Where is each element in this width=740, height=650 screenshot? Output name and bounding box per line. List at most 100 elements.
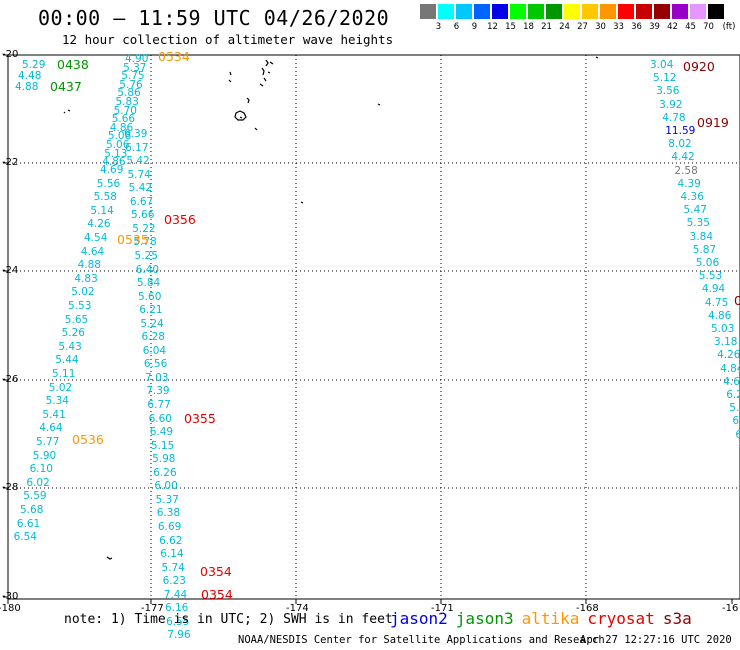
swh-value: 5.15 xyxy=(150,439,175,452)
swh-value: 5.06 xyxy=(695,257,720,269)
swh-value: 5.22 xyxy=(132,222,156,235)
swh-value: 5.03 xyxy=(711,323,735,335)
swh-value: 6.04 xyxy=(142,344,167,357)
swh-value: 6.38 xyxy=(156,507,181,520)
swh-value: 5.43 xyxy=(58,340,82,353)
credit-line: NOAA/NESDIS Center for Satellite Applica… xyxy=(238,634,605,646)
swh-value: 5.70 xyxy=(113,104,137,117)
swh-value: 5.24 xyxy=(140,317,164,330)
color-scale-label: 12 xyxy=(487,22,498,32)
swh-value: 4.26 xyxy=(717,349,740,362)
swh-value: 6.60 xyxy=(148,412,172,425)
color-swatch xyxy=(456,4,473,19)
swh-value: 6.17 xyxy=(125,141,149,154)
swh-value: 6.49 xyxy=(149,426,174,439)
swh-value: 5.90 xyxy=(32,449,57,462)
swh-value: 6.4 xyxy=(735,428,740,441)
map-subtitle: 12 hour collection of altimeter wave hei… xyxy=(62,32,394,47)
longitude-tick-label: -16 xyxy=(722,603,739,614)
swh-value: 4.84 xyxy=(720,362,740,375)
swh-value: 5.25 xyxy=(134,249,158,262)
swh-value: 5.86 xyxy=(117,87,141,100)
swh-value: 4.48 xyxy=(18,70,42,82)
swh-value: 6.61 xyxy=(16,517,41,530)
color-scale-label: 18 xyxy=(523,22,534,32)
swh-value: 4.69 xyxy=(100,164,124,176)
color-scale-label: 24 xyxy=(559,22,570,32)
swh-value: 6.10 xyxy=(29,463,53,476)
swh-value: 5.08 xyxy=(107,130,132,143)
island-outline xyxy=(228,71,232,83)
swh-value: 4.83 xyxy=(74,272,98,285)
color-swatch xyxy=(708,4,725,19)
color-swatch xyxy=(672,4,689,19)
legend-cryosat: cryosat xyxy=(587,609,655,628)
swh-value: 4.86 xyxy=(109,121,134,134)
swh-value: 6.2 xyxy=(732,415,740,428)
latitude-tick-label: -24 xyxy=(2,265,19,276)
longitude-tick-label: -180 xyxy=(0,603,21,614)
color-scale-label: 70 xyxy=(703,22,714,32)
legend-jason2: jason2 xyxy=(390,609,448,628)
swh-value: 5.12 xyxy=(653,72,677,85)
swh-value: 6.28 xyxy=(141,331,165,344)
swh-value: 4.88 xyxy=(15,81,39,93)
swh-value: 5.76 xyxy=(119,78,143,91)
swh-value: 4.42 xyxy=(671,151,695,164)
satellite-legend: jason2 jason3 altika cryosat s3a xyxy=(390,609,700,628)
swh-value: 4.64 xyxy=(39,422,63,435)
swh-value: 7.96 xyxy=(167,629,191,642)
color-swatch xyxy=(528,4,545,19)
swh-value: 7.44 xyxy=(163,588,188,601)
swh-value: 5.29 xyxy=(22,59,46,71)
swh-value: 5.66 xyxy=(111,113,136,126)
color-swatch xyxy=(690,4,707,19)
latitude-tick-label: -20 xyxy=(2,49,19,60)
pass-time-label: 0356 xyxy=(164,212,196,227)
swh-value: 4.90 xyxy=(125,53,149,65)
legend-s3a: s3a xyxy=(662,609,692,628)
swh-value: 5.37 xyxy=(123,61,147,74)
swh-value: 5.02 xyxy=(48,381,73,394)
longitude-tick-label: -174 xyxy=(286,603,309,614)
color-swatch xyxy=(510,4,527,19)
swh-value: 11.59 xyxy=(665,125,696,137)
color-swatch xyxy=(600,4,617,19)
swh-value: 5.35 xyxy=(686,217,710,230)
swh-value: 5.58 xyxy=(93,191,117,204)
longitude-tick-label: -177 xyxy=(141,603,164,614)
swh-value: 5.13 xyxy=(104,147,128,160)
swh-value: 4.88 xyxy=(77,259,101,272)
swh-value: 5.41 xyxy=(42,408,66,421)
swh-value: 5.60 xyxy=(138,290,162,303)
pass-time-label: 0438 xyxy=(57,57,89,72)
island-outline xyxy=(595,56,599,59)
swh-value: 7. xyxy=(738,442,740,454)
swh-value: 5.02 xyxy=(71,286,95,299)
swh-value: 5.65 xyxy=(64,313,89,326)
color-scale-label: 27 xyxy=(577,22,588,32)
swh-value: 4.75 xyxy=(704,296,729,309)
swh-value: 2.58 xyxy=(674,164,698,177)
color-scale-label: 33 xyxy=(613,22,624,32)
swh-value: 5.1 xyxy=(729,402,740,415)
color-scale-label: 30 xyxy=(595,22,606,32)
swh-value: 5.98 xyxy=(152,453,176,466)
swh-value: 4.94 xyxy=(701,283,726,296)
color-swatch xyxy=(474,4,491,19)
swh-value: 6.26 xyxy=(153,466,177,479)
color-scale-label: 21 xyxy=(541,22,552,32)
swh-value: 7.03 xyxy=(145,371,169,384)
swh-value: 6.67 xyxy=(129,195,154,208)
swh-value: 5.42 xyxy=(126,155,150,168)
swh-value: 3.04 xyxy=(650,59,674,71)
pass-time-label: 0355 xyxy=(184,411,216,426)
swh-value: 8.02 xyxy=(668,138,692,151)
swh-value: 7.39 xyxy=(146,385,170,398)
color-swatch xyxy=(582,4,599,19)
swh-value: 6.77 xyxy=(147,399,171,411)
swh-value: 3.92 xyxy=(659,98,683,111)
pass-time-label: 0437 xyxy=(50,79,82,94)
